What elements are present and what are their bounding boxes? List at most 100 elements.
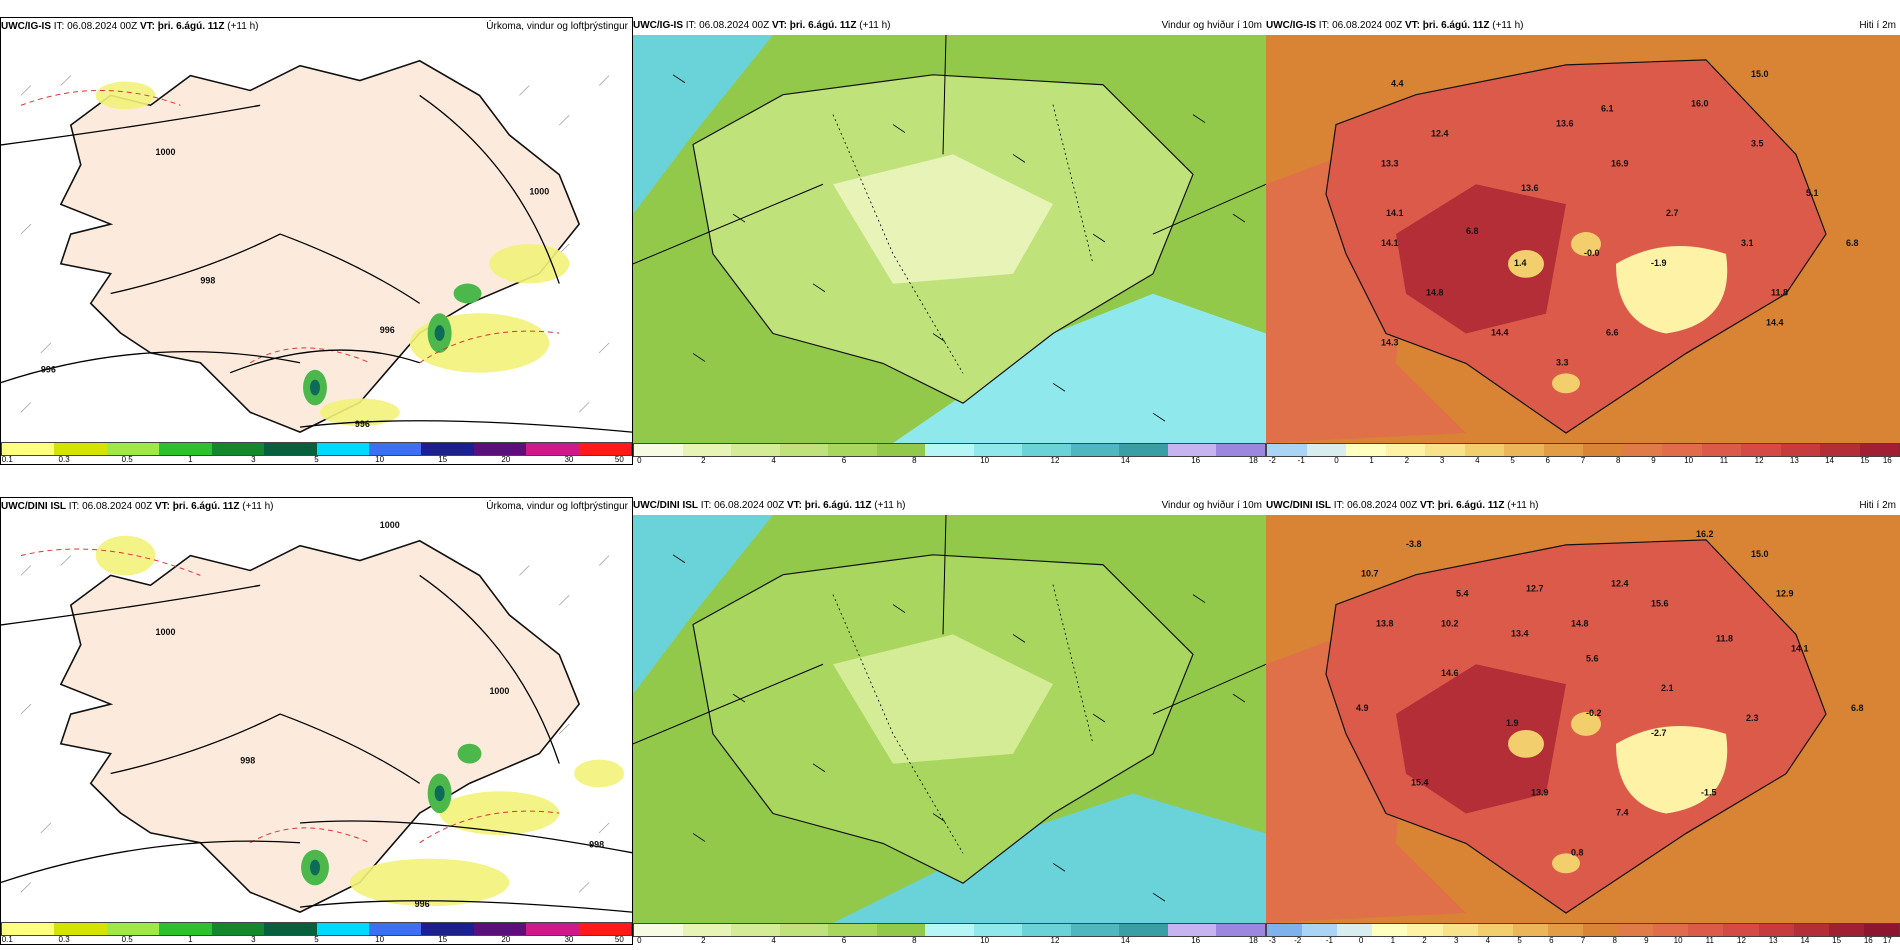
colorbar-tick-label: 8 — [1615, 456, 1621, 465]
temperature-label: 12.9 — [1776, 589, 1794, 599]
panel-title: Vindur og hviður í 10m — [1161, 20, 1262, 31]
colorbar-swatch — [1267, 444, 1307, 456]
model-name: UWC/IG-IS — [1, 21, 51, 32]
colorbar-swatch — [1793, 924, 1829, 936]
land-hot — [1396, 184, 1566, 334]
colorbar-tick-label: 16 — [1191, 936, 1201, 945]
temperature-label: 14.3 — [1381, 337, 1399, 347]
temperature-label: 14.1 — [1381, 238, 1399, 248]
isobar-label: 996 — [415, 899, 430, 909]
temperature-label: 14.4 — [1766, 318, 1784, 328]
colorbar-swatch — [779, 444, 829, 456]
colorbar-swatch — [828, 444, 877, 456]
isobar-label: 998 — [589, 840, 604, 850]
temperature-label: 0.8 — [1571, 847, 1584, 857]
colorbar-tick-label: 13 — [1789, 456, 1799, 465]
colorbar-swatch — [1622, 444, 1662, 456]
colorbar-swatch — [526, 443, 579, 455]
it-label: IT: — [1333, 500, 1345, 511]
colorbar-swatch — [1306, 444, 1346, 456]
colorbar-swatch — [473, 443, 527, 455]
colorbar-swatch — [925, 444, 974, 456]
colorbar-swatch — [1022, 924, 1071, 936]
temperature-label: 6.8 — [1846, 238, 1859, 248]
colorbar-tick-label: 0 — [637, 936, 642, 945]
colorbar-tick-label: 1 — [188, 935, 193, 944]
isobars — [1, 94, 632, 433]
temperature-label: 14.6 — [1441, 668, 1459, 678]
temperature-label: -1.9 — [1651, 258, 1667, 268]
temp-map-svg: -3.8 16.2 10.7 15.0 5.4 12.7 12.4 12.9 13.8 10.2 1… — [1266, 515, 1900, 923]
colorbar-swatches — [1266, 443, 1900, 457]
init-time: 06.08.2024 00Z — [699, 20, 770, 31]
colorbar-tick-label: 1 — [1369, 456, 1374, 465]
temperature-label: 14.8 — [1426, 288, 1444, 298]
isobars — [1, 574, 632, 913]
vt-label: VT: — [154, 501, 170, 512]
colorbar-swatch — [779, 924, 829, 936]
panel-header: UWC/IG-IS IT: 06.08.2024 00Z VT: þri. 6.… — [1266, 17, 1900, 35]
colorbar-tick-label: 0.3 — [58, 455, 70, 464]
colorbar-tick-label: 0.1 — [1, 455, 13, 464]
colorbar-tick-label: 10 — [1673, 936, 1683, 945]
colorbar-swatch — [1504, 444, 1544, 456]
colorbar-tick-label: 2 — [701, 936, 706, 945]
colorbar-tick-label: 3 — [251, 455, 256, 464]
temp-colorbar: -3 -2 -1 0 1 2 3 4 5 6 7 8 9 10 11 12 13 14 15 16 17 — [1266, 923, 1900, 945]
colorbar-tick-label: 1 — [188, 455, 193, 464]
isobar-label: 996 — [380, 325, 395, 335]
init-time: 06.08.2024 00Z — [1332, 20, 1403, 31]
colorbar-tick-label: 30 — [564, 455, 574, 464]
colorbar-swatch — [1464, 444, 1504, 456]
colorbar-swatch — [1119, 924, 1168, 936]
colorbar-tick-label: 12 — [1754, 456, 1764, 465]
isobar-label: 998 — [200, 276, 215, 286]
colorbar-swatch — [973, 444, 1023, 456]
grid-lines — [633, 35, 1266, 265]
temperature-label: 4.4 — [1391, 79, 1404, 89]
sea-wind-south — [833, 793, 1266, 923]
wind-arrows — [672, 74, 1246, 422]
colorbar-swatches — [1, 922, 632, 936]
wind-colorbar: 0 2 4 6 8 10 12 14 16 18 — [633, 443, 1266, 465]
panel-title: Úrkoma, vindur og loftþrýstingur — [486, 21, 628, 32]
colorbar-swatch — [1167, 444, 1217, 456]
it-label: IT: — [1318, 20, 1330, 31]
colorbar-tick-label: 8 — [1612, 936, 1617, 945]
precip-map-svg: 1000 1000 1000 998 998 996 — [1, 516, 632, 922]
colorbar-swatch — [211, 923, 265, 935]
colorbar-swatch — [1512, 924, 1548, 936]
temperature-label: 12.4 — [1611, 579, 1629, 589]
colorbar-swatch — [1688, 924, 1724, 936]
temperature-label: 3.3 — [1556, 357, 1569, 367]
temp-labels: -3.8 16.2 10.7 15.0 5.4 12.7 12.4 12.9 13.8 10.2 1… — [1356, 529, 1864, 857]
temperature-label: -0.2 — [1586, 708, 1602, 718]
temperature-label: 2.3 — [1746, 713, 1759, 723]
colorbar-swatch — [973, 924, 1023, 936]
colorbar-tick-label: 15 — [438, 455, 448, 464]
isobar-labels: 1000 1000 998 996 996 996 — [41, 147, 549, 429]
temperature-label: 3.5 — [1751, 138, 1764, 148]
colorbar-tick-label: 0 — [1334, 456, 1339, 465]
colorbar-swatch — [211, 443, 265, 455]
colorbar-swatches — [1266, 923, 1900, 937]
colorbar-ticks: -3 -2 -1 0 1 2 3 4 5 6 7 8 9 10 11 12 13 14 15 16 17 — [1266, 937, 1900, 945]
wind-map-svg — [633, 515, 1266, 923]
colorbar-ticks: -2 -1 0 1 2 3 4 5 6 7 8 9 10 11 12 13 14 15 16 — [1266, 457, 1900, 465]
colorbar-swatch — [1820, 444, 1860, 456]
colorbar-tick-label: 9 — [1644, 936, 1649, 945]
colorbar-ticks: 0 2 4 6 8 10 12 14 16 18 — [633, 937, 1266, 945]
wind-map — [633, 35, 1266, 443]
panel-title: Hiti í 2m — [1859, 20, 1896, 31]
isobar-label: 1000 — [380, 520, 400, 530]
isobar-label: 1000 — [156, 627, 176, 637]
colorbar-swatch — [368, 443, 422, 455]
colorbar-tick-label: 12 — [1050, 456, 1060, 465]
colorbar-swatch — [1070, 924, 1120, 936]
colorbar-tick-label: 3 — [1453, 936, 1459, 945]
colorbar-swatch — [578, 443, 632, 455]
colorbar-swatch — [1216, 444, 1265, 456]
sea-wind-northwest — [633, 515, 773, 695]
it-label: IT: — [53, 21, 65, 32]
temp-map-svg: 4.4 15.0 16.0 6.1 12.4 13.6 13.3 16.9 3.5 13.6 14.… — [1266, 35, 1900, 443]
